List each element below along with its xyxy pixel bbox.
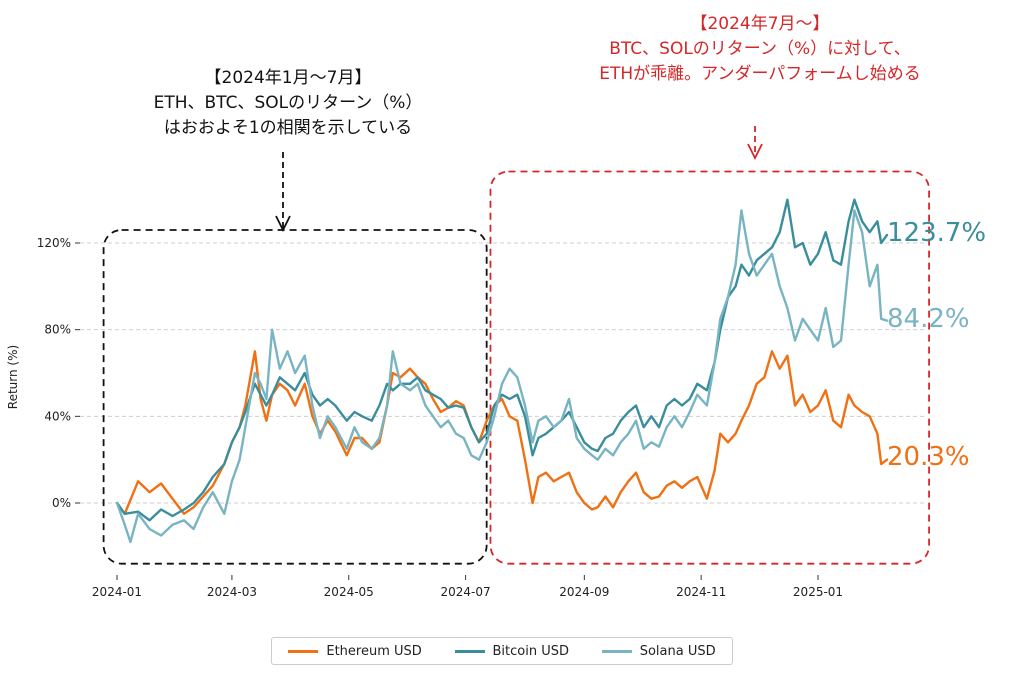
highlight-regions [102, 170, 930, 565]
annotation-left-line: 【2024年1月〜7月】 [204, 68, 372, 88]
x-tick-label: 2024-09 [559, 585, 609, 599]
annotation-left-line: ETH、BTC、SOLのリターン（%） [153, 93, 423, 113]
legend-swatch [454, 649, 485, 653]
annotation-left-line: はおおよそ1の相関を示している [163, 118, 413, 138]
x-tick-label: 2025-01 [793, 585, 843, 599]
solana-end-label: 84.2% [887, 304, 970, 334]
annotation-right-line: ETHが乖離。アンダーパフォームし始める [599, 64, 921, 84]
annotation-right-line: BTC、SOLのリターン（%）に対して、 [609, 39, 911, 59]
annotation-arrows [275, 126, 763, 233]
ethereum-end-label: 20.3% [887, 442, 970, 472]
region-box [489, 170, 930, 565]
x-tick-label: 2024-05 [324, 585, 374, 599]
annotation-left: 【2024年1月〜7月】 ETH、BTC、SOLのリターン（%） はおおよそ1の… [78, 66, 498, 141]
series-line [115, 198, 889, 522]
axes: 0% 40% 80% 120% Return (%) 2024-01 2024-03 2024… [6, 236, 843, 599]
legend-label: Ethereum USD [326, 643, 422, 659]
legend-label: Solana USD [639, 643, 716, 659]
legend-item-bitcoin: Bitcoin USD [454, 643, 570, 659]
x-tick-label: 2024-01 [92, 585, 142, 599]
y-tick-label: 80% [44, 323, 71, 337]
series-lines [115, 198, 889, 544]
legend-label: Bitcoin USD [492, 643, 570, 659]
bitcoin-end-label: 123.7% [887, 218, 987, 248]
y-tick-label: 40% [44, 409, 71, 423]
x-tick-label: 2024-07 [441, 585, 491, 599]
grid-lines [80, 242, 925, 504]
annotation-right: 【2024年7月〜】 BTC、SOLのリターン（%）に対して、 ETHが乖離。ア… [500, 12, 1020, 87]
legend-item-ethereum: Ethereum USD [288, 643, 422, 659]
y-tick-label: 0% [52, 496, 71, 510]
y-axis-label: Return (%) [6, 345, 20, 409]
annotation-right-line: 【2024年7月〜】 [690, 14, 830, 34]
series-line [115, 350, 889, 515]
legend-swatch [288, 649, 319, 653]
region-box [102, 229, 488, 565]
x-tick-label: 2024-11 [676, 585, 726, 599]
arrow-head [275, 215, 291, 233]
y-tick-label: 120% [37, 236, 71, 250]
legend-item-solana: Solana USD [601, 643, 716, 659]
legend: Ethereum USD Bitcoin USD Solana USD [271, 637, 733, 665]
x-tick-label: 2024-03 [207, 585, 257, 599]
legend-swatch [601, 649, 632, 653]
series-line [115, 209, 889, 544]
arrow-head [747, 143, 763, 161]
